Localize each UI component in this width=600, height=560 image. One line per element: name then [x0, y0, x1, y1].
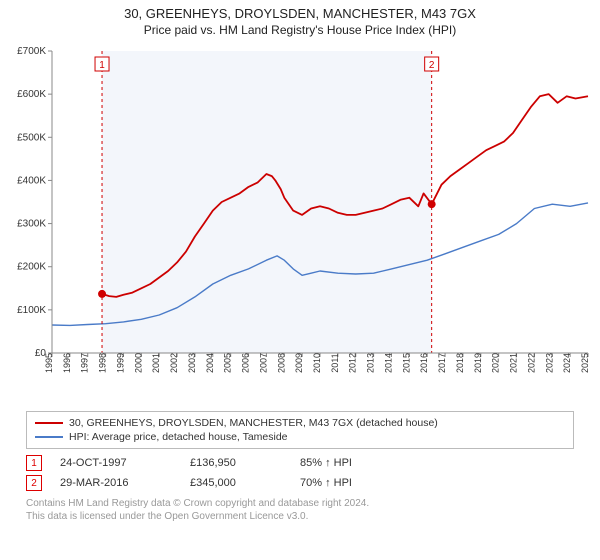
svg-text:£500K: £500K	[17, 132, 46, 143]
svg-text:1: 1	[99, 60, 105, 71]
svg-text:1995: 1995	[44, 353, 54, 373]
svg-text:2: 2	[429, 60, 435, 71]
svg-text:2013: 2013	[366, 353, 376, 373]
sale-marker-box: 1	[26, 455, 42, 471]
footer-line1: Contains HM Land Registry data © Crown c…	[26, 497, 574, 510]
svg-text:2014: 2014	[383, 353, 393, 373]
svg-text:£100K: £100K	[17, 305, 46, 316]
sale-date: 29-MAR-2016	[60, 477, 190, 489]
svg-text:£700K: £700K	[17, 46, 46, 57]
svg-text:2009: 2009	[294, 353, 304, 373]
legend-label: HPI: Average price, detached house, Tame…	[69, 431, 288, 443]
svg-text:2016: 2016	[419, 353, 429, 373]
svg-text:1999: 1999	[115, 353, 125, 373]
chart-area: £0£100K£200K£300K£400K£500K£600K£700K199…	[8, 45, 592, 405]
svg-text:2022: 2022	[526, 353, 536, 373]
svg-text:£200K: £200K	[17, 262, 46, 273]
sale-marker-box: 2	[26, 475, 42, 491]
legend-swatch	[35, 422, 63, 424]
sale-hpi: 85% ↑ HPI	[300, 457, 400, 469]
sales-list: 1 24-OCT-1997£136,95085% ↑ HPI 2 29-MAR-201…	[26, 455, 574, 491]
sale-row: 2 29-MAR-2016£345,00070% ↑ HPI	[26, 475, 574, 491]
svg-text:2017: 2017	[437, 353, 447, 373]
legend-item: HPI: Average price, detached house, Tame…	[35, 430, 565, 444]
svg-text:2000: 2000	[133, 353, 143, 373]
svg-text:1997: 1997	[80, 353, 90, 373]
sale-row: 1 24-OCT-1997£136,95085% ↑ HPI	[26, 455, 574, 471]
svg-text:2015: 2015	[401, 353, 411, 373]
svg-text:2003: 2003	[187, 353, 197, 373]
svg-text:2021: 2021	[509, 353, 519, 373]
svg-text:2011: 2011	[330, 353, 340, 372]
chart-title-line1: 30, GREENHEYS, DROYLSDEN, MANCHESTER, M4…	[0, 6, 600, 21]
svg-text:2019: 2019	[473, 353, 483, 373]
legend-box: 30, GREENHEYS, DROYLSDEN, MANCHESTER, M4…	[26, 411, 574, 449]
chart-title-block: 30, GREENHEYS, DROYLSDEN, MANCHESTER, M4…	[0, 0, 600, 41]
sale-date: 24-OCT-1997	[60, 457, 190, 469]
chart-title-line2: Price paid vs. HM Land Registry's House …	[0, 23, 600, 37]
svg-text:2023: 2023	[544, 353, 554, 373]
svg-text:£600K: £600K	[17, 89, 46, 100]
sale-price: £345,000	[190, 477, 300, 489]
svg-text:2007: 2007	[258, 353, 268, 373]
svg-text:2024: 2024	[562, 353, 572, 373]
legend-label: 30, GREENHEYS, DROYLSDEN, MANCHESTER, M4…	[69, 417, 438, 429]
svg-text:£400K: £400K	[17, 175, 46, 186]
svg-text:1998: 1998	[98, 353, 108, 373]
svg-text:2008: 2008	[276, 353, 286, 373]
svg-text:1996: 1996	[62, 353, 72, 373]
svg-text:£300K: £300K	[17, 219, 46, 230]
svg-text:2018: 2018	[455, 353, 465, 373]
footer-attribution: Contains HM Land Registry data © Crown c…	[26, 497, 574, 523]
svg-text:2004: 2004	[205, 353, 215, 373]
svg-text:2001: 2001	[151, 353, 161, 373]
svg-text:2025: 2025	[580, 353, 590, 373]
sale-price: £136,950	[190, 457, 300, 469]
legend-swatch	[35, 436, 63, 438]
svg-text:2012: 2012	[348, 353, 358, 373]
svg-text:2005: 2005	[223, 353, 233, 373]
line-chart-svg: £0£100K£200K£300K£400K£500K£600K£700K199…	[8, 45, 592, 405]
svg-text:2020: 2020	[491, 353, 501, 373]
legend-item: 30, GREENHEYS, DROYLSDEN, MANCHESTER, M4…	[35, 416, 565, 430]
svg-text:2002: 2002	[169, 353, 179, 373]
footer-line2: This data is licensed under the Open Gov…	[26, 510, 574, 523]
svg-text:2006: 2006	[241, 353, 251, 373]
sale-hpi: 70% ↑ HPI	[300, 477, 400, 489]
svg-text:2010: 2010	[312, 353, 322, 373]
